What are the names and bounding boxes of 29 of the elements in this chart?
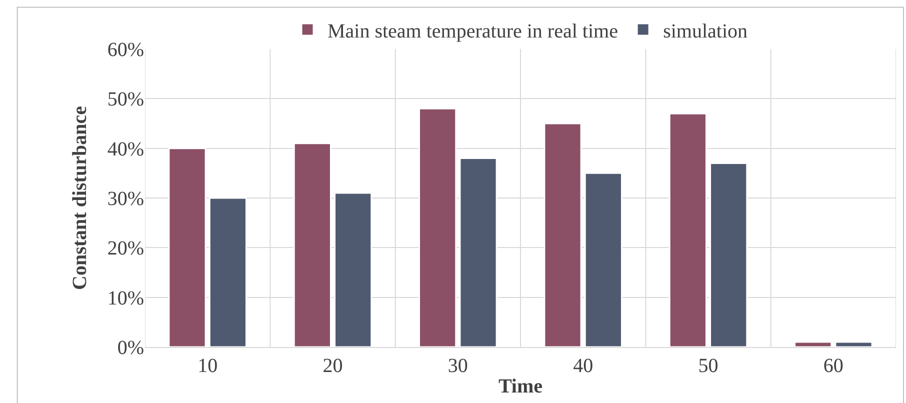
bar (293, 142, 332, 347)
y-tick-label: 50% (107, 88, 144, 111)
y-tick-label: 40% (107, 138, 144, 160)
legend-label: simulation (663, 20, 748, 42)
y-tick-label: 30% (107, 188, 144, 210)
bar (668, 112, 707, 347)
x-tick-label: 50 (698, 355, 718, 377)
bar (584, 172, 622, 347)
bar (168, 148, 206, 347)
bar (459, 158, 498, 347)
y-tick-label: 10% (107, 287, 144, 310)
y-tick-label: 60% (107, 39, 144, 61)
x-tick-label: 10 (198, 355, 218, 377)
bar (710, 162, 748, 347)
y-tick-label: 0% (117, 337, 144, 359)
bar (418, 108, 457, 347)
bar (834, 341, 873, 347)
bar (334, 192, 372, 347)
y-tick-label: 20% (107, 238, 144, 260)
legend-label: Main steam temperature in real time (328, 20, 618, 42)
x-tick-label: 60 (823, 355, 844, 377)
x-axis-title: Time (498, 376, 543, 398)
bar (208, 197, 247, 347)
bar (794, 341, 832, 347)
x-tick-label: 30 (448, 355, 468, 377)
bar (544, 122, 582, 347)
y-axis-title: Constant disturbance (68, 106, 91, 290)
x-tick-label: 20 (322, 355, 343, 377)
x-tick-label: 40 (573, 355, 594, 377)
